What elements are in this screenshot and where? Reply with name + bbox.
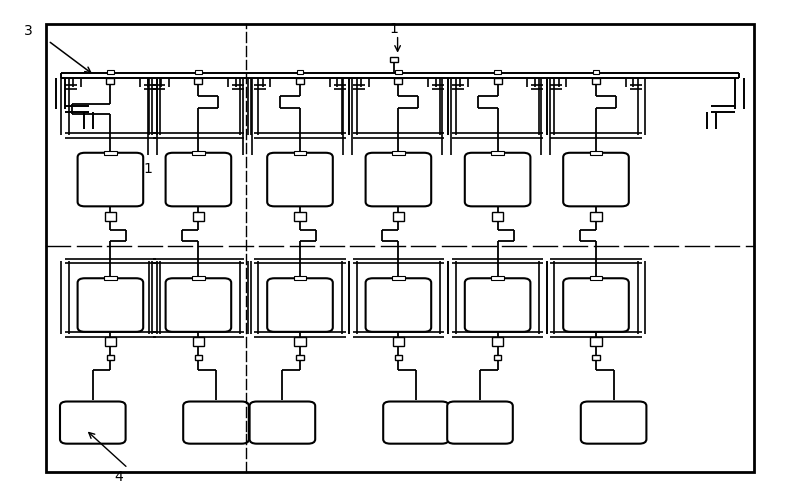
FancyBboxPatch shape (267, 153, 333, 206)
Bar (491, 276, 504, 280)
Bar (392, 276, 405, 280)
FancyBboxPatch shape (563, 278, 629, 332)
Bar (192, 151, 205, 155)
Bar (294, 337, 306, 346)
Bar (590, 337, 602, 346)
Bar (590, 276, 602, 280)
FancyBboxPatch shape (366, 278, 431, 332)
FancyBboxPatch shape (267, 278, 333, 332)
Bar (593, 355, 600, 360)
FancyBboxPatch shape (447, 402, 513, 444)
FancyBboxPatch shape (465, 278, 530, 332)
Bar (393, 212, 404, 221)
Bar (105, 212, 116, 221)
Bar (106, 78, 114, 84)
Text: 3: 3 (24, 24, 32, 38)
FancyBboxPatch shape (166, 278, 231, 332)
FancyBboxPatch shape (581, 402, 646, 444)
Bar (392, 151, 405, 155)
Bar (296, 355, 303, 360)
FancyBboxPatch shape (465, 153, 530, 206)
FancyBboxPatch shape (166, 153, 231, 206)
Bar (297, 70, 303, 74)
Bar (592, 78, 600, 84)
Bar (491, 151, 504, 155)
Bar (195, 355, 202, 360)
FancyBboxPatch shape (78, 278, 143, 332)
Bar (494, 355, 501, 360)
FancyBboxPatch shape (366, 153, 431, 206)
Bar (107, 70, 114, 74)
Bar (46, 24, 754, 472)
Bar (492, 212, 503, 221)
Bar (393, 337, 404, 346)
Bar (107, 355, 114, 360)
FancyBboxPatch shape (250, 402, 315, 444)
FancyBboxPatch shape (383, 402, 449, 444)
Text: 4: 4 (114, 470, 122, 484)
Bar (296, 78, 304, 84)
Bar (593, 70, 599, 74)
FancyBboxPatch shape (183, 402, 249, 444)
Bar (492, 337, 503, 346)
Bar (294, 151, 306, 155)
Bar (193, 337, 204, 346)
Bar (104, 151, 117, 155)
Bar (294, 212, 306, 221)
Text: 1: 1 (389, 22, 398, 36)
Bar (195, 70, 202, 74)
Bar (494, 70, 501, 74)
Bar (390, 57, 398, 62)
Bar (294, 276, 306, 280)
Bar (193, 212, 204, 221)
FancyBboxPatch shape (563, 153, 629, 206)
Bar (192, 276, 205, 280)
FancyBboxPatch shape (78, 153, 143, 206)
Bar (105, 337, 116, 346)
Bar (194, 78, 202, 84)
Bar (590, 151, 602, 155)
Bar (494, 78, 502, 84)
Text: 1: 1 (143, 162, 153, 176)
Bar (394, 78, 402, 84)
FancyBboxPatch shape (60, 402, 126, 444)
Bar (395, 70, 402, 74)
Bar (104, 276, 117, 280)
Bar (590, 212, 602, 221)
Bar (395, 355, 402, 360)
